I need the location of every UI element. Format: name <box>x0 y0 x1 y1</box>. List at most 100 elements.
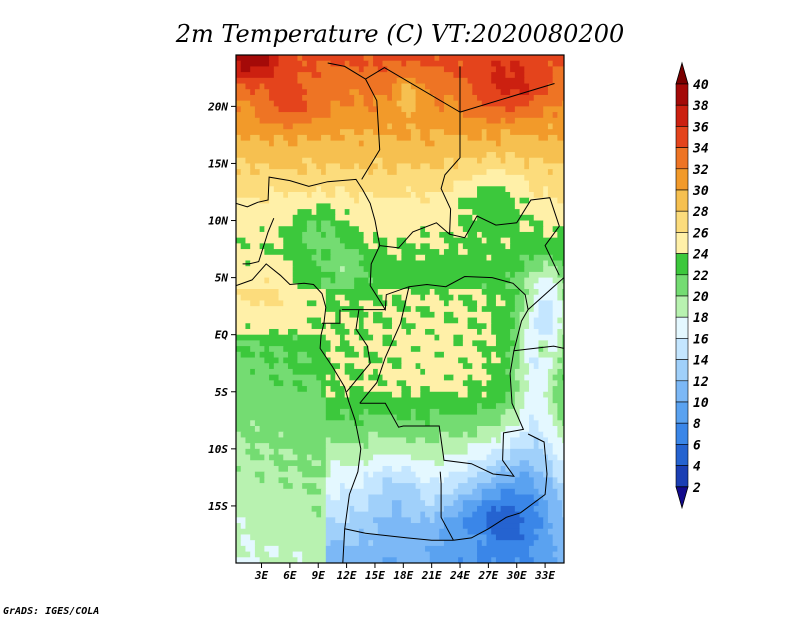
temperature-cell <box>240 540 256 547</box>
temperature-cell <box>373 368 379 376</box>
temperature-cell <box>434 140 497 147</box>
temperature-cell <box>316 483 327 490</box>
temperature-cell <box>354 346 365 353</box>
temperature-cell <box>510 271 516 279</box>
temperature-cell <box>236 152 488 159</box>
temperature-cell <box>339 266 346 273</box>
temperature-cell <box>245 83 261 90</box>
temperature-cell <box>552 391 564 399</box>
temperature-cell <box>273 460 313 467</box>
temperature-cell <box>368 500 393 507</box>
temperature-cell <box>344 134 398 142</box>
temperature-cell <box>391 500 403 507</box>
temperature-cell <box>429 243 450 250</box>
temperature-cell <box>358 300 374 307</box>
temperature-cell <box>467 431 478 439</box>
temperature-cell <box>391 363 403 370</box>
temperature-cell <box>514 340 521 347</box>
temperature-cell <box>467 374 473 381</box>
temperature-cell <box>297 140 360 147</box>
temperature-cell <box>453 157 459 165</box>
temperature-cell <box>524 174 564 182</box>
temperature-cell <box>363 528 379 536</box>
temperature-cell <box>529 380 549 387</box>
temperature-cell <box>396 414 412 421</box>
temperature-cell <box>491 357 502 364</box>
temperature-cell <box>543 226 554 233</box>
temperature-cell <box>387 380 398 387</box>
colorbar-swatch <box>675 232 689 254</box>
temperature-cell <box>547 340 558 347</box>
temperature-cell <box>415 106 440 113</box>
temperature-cell <box>273 186 317 193</box>
temperature-cell <box>330 106 369 113</box>
temperature-cell <box>330 374 336 381</box>
temperature-cell <box>443 100 459 107</box>
temperature-cell <box>462 60 492 68</box>
temperature-cell <box>524 283 535 290</box>
temperature-cell <box>240 351 256 359</box>
temperature-cell <box>410 163 421 170</box>
temperature-cell <box>529 157 544 165</box>
temperature-cell <box>533 191 544 199</box>
temperature-cell <box>382 477 393 484</box>
temperature-cell <box>387 237 398 244</box>
temperature-cell <box>519 357 525 364</box>
temperature-cell <box>396 380 407 387</box>
temperature-cell <box>287 351 299 359</box>
temperature-cell <box>467 357 488 364</box>
temperature-cell <box>491 437 497 444</box>
temperature-cell <box>453 488 473 496</box>
temperature-cell <box>302 55 365 62</box>
temperature-cell <box>552 477 558 484</box>
temperature-cell <box>529 220 544 227</box>
temperature-cell <box>538 534 554 541</box>
temperature-cell <box>410 306 417 313</box>
temperature-cell <box>552 483 564 490</box>
temperature-cell <box>368 471 374 478</box>
x-tick-label: 21E <box>421 569 442 582</box>
temperature-cell <box>325 289 379 296</box>
temperature-cell <box>358 540 369 547</box>
temperature-cell <box>236 448 247 456</box>
temperature-cell <box>382 357 388 364</box>
temperature-cell <box>325 391 336 399</box>
temperature-cell <box>344 323 360 330</box>
temperature-cell <box>486 454 511 461</box>
temperature-cell <box>236 500 327 507</box>
temperature-cell <box>373 277 511 284</box>
x-axis: 3E 6E 9E 12E 15E 18E 21E 24E 27E 30E 33E <box>254 563 555 582</box>
temperature-cell <box>486 517 525 524</box>
temperature-cell <box>477 471 497 478</box>
temperature-cell <box>458 494 483 501</box>
temperature-cell <box>467 448 492 456</box>
temperature-cell <box>462 505 478 513</box>
temperature-cell <box>269 60 280 68</box>
temperature-cell <box>283 134 299 142</box>
temperature-cell <box>358 528 365 536</box>
temperature-cell <box>510 237 564 244</box>
temperature-cell <box>562 100 564 107</box>
y-tick-label: 10S <box>208 443 228 456</box>
temperature-cell <box>406 123 417 130</box>
temperature-cell <box>264 545 280 553</box>
temperature-cell <box>236 146 564 153</box>
temperature-cell <box>278 465 289 473</box>
temperature-cell <box>514 197 521 205</box>
temperature-cell <box>302 60 308 68</box>
temperature-cell <box>491 557 497 563</box>
temperature-cell <box>292 483 303 490</box>
temperature-cell <box>514 106 544 113</box>
temperature-cell <box>283 454 299 461</box>
temperature-cell <box>434 328 478 336</box>
temperature-cell <box>311 357 332 364</box>
temperature-cell <box>236 483 284 490</box>
temperature-cell <box>325 540 332 547</box>
temperature-cell <box>396 340 454 347</box>
temperature-cell <box>401 89 417 96</box>
temperature-cell <box>443 94 454 102</box>
temperature-cell <box>415 89 431 96</box>
temperature-cell <box>500 157 506 165</box>
temperature-cell <box>500 294 516 302</box>
temperature-cell <box>458 163 525 170</box>
